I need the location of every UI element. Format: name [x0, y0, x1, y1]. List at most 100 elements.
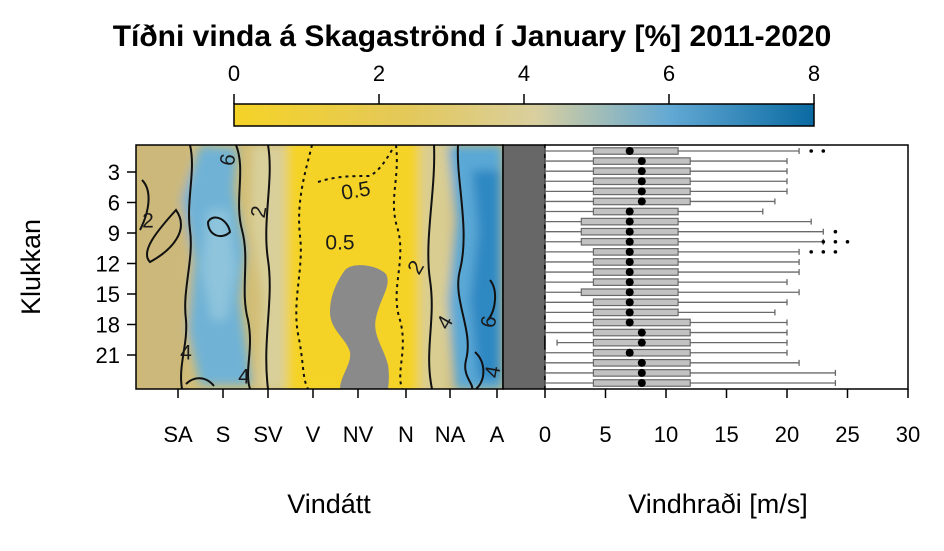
boxplot-row [544, 268, 800, 277]
box-iqr [592, 207, 679, 216]
median-point [625, 147, 634, 155]
median-point [637, 338, 646, 347]
outlier-point [833, 250, 838, 254]
heatmap-y-tick-label: 21 [96, 343, 120, 368]
median-point [637, 187, 646, 196]
median-point [625, 207, 634, 216]
heatmap-y-tick-label: 15 [96, 282, 120, 307]
median-point [637, 177, 646, 186]
boxplot-x-tick-label: 15 [714, 422, 738, 447]
outlier-point [833, 239, 838, 244]
outlier-point [809, 149, 813, 153]
colorbar: 0 2 4 6 8 [228, 61, 820, 127]
heatmap-y-ticks: 3 6 9 12 15 18 21 [96, 160, 136, 368]
boxplot-row [544, 288, 800, 297]
contour-label: 4 [180, 342, 192, 365]
median-point [637, 167, 646, 176]
heatmap-x-tick-label: NV [343, 422, 374, 447]
boxplot-row [544, 227, 838, 236]
median-point [625, 237, 634, 246]
boxplot-row [544, 348, 788, 357]
boxplot-row [544, 167, 788, 176]
median-point [637, 379, 646, 387]
outlier-point [845, 239, 850, 244]
median-point [625, 268, 634, 277]
boxplot-x-tick-label: 0 [539, 422, 551, 447]
median-point [637, 368, 646, 377]
boxplot-row [556, 338, 788, 347]
contour-label: 2 [247, 204, 272, 220]
median-point [625, 227, 634, 236]
median-point [625, 318, 634, 327]
heatmap-x-tick-label: V [306, 422, 321, 447]
box-iqr [592, 348, 691, 357]
median-point [625, 278, 634, 287]
boxplot-row [544, 278, 788, 287]
heatmap-y-tick-label: 18 [96, 313, 120, 338]
colorbar-tick-label: 6 [663, 61, 675, 86]
boxplot-row [544, 157, 788, 166]
boxplot-row [544, 368, 837, 377]
colorbar-tick-label: 8 [808, 61, 820, 86]
separator-column [502, 144, 546, 390]
median-point [637, 197, 646, 206]
outlier-point [821, 149, 826, 153]
heatmap-x-tick-label: A [490, 422, 505, 447]
boxplot-x-tick-label: 30 [896, 422, 920, 447]
colorbar-tick-label: 0 [228, 61, 240, 86]
boxplot-row [544, 197, 776, 206]
heatmap-y-tick-label: 9 [108, 221, 120, 246]
colorbar-tick-label: 4 [518, 61, 530, 86]
median-point [625, 308, 634, 317]
median-point [637, 157, 646, 166]
median-point [625, 217, 634, 226]
boxplot-row [544, 308, 776, 317]
boxplot-row [544, 379, 837, 387]
boxplot-row [544, 217, 812, 226]
boxplot-row [544, 177, 788, 186]
heatmap-x-tick-label: S [216, 422, 231, 447]
outlier-point [809, 250, 813, 254]
outlier-point [833, 229, 838, 234]
contour-label: 0.5 [339, 177, 372, 205]
boxplot-x-tick-label: 20 [775, 422, 799, 447]
box-iqr [592, 278, 679, 286]
median-point [625, 257, 634, 266]
median-point [625, 348, 634, 357]
box-iqr [592, 248, 679, 256]
contour-label: 6 [216, 152, 241, 168]
heatmap-y-tick-label: 6 [108, 191, 120, 216]
contour-label: 2 [142, 210, 154, 233]
median-point [625, 247, 634, 256]
heatmap-x-tick-label: NA [435, 422, 466, 447]
median-point [625, 288, 634, 297]
colorbar-ticks: 0 2 4 6 8 [228, 61, 820, 104]
outlier-point [821, 239, 826, 244]
boxplot-row [544, 147, 826, 155]
heatmap-y-label: Klukkan [16, 219, 46, 315]
heatmap-x-tick-label: SV [253, 422, 283, 447]
box-iqr [592, 268, 679, 276]
heatmap-y-tick-label: 3 [108, 160, 120, 185]
box-iqr [592, 298, 679, 307]
boxplot-x-tick-label: 10 [654, 422, 678, 447]
boxplot-x-tick-label: 5 [599, 422, 611, 447]
contour-label: 4 [238, 366, 250, 389]
boxplot-x-tick-label: 25 [835, 422, 859, 447]
boxplot-row [544, 257, 800, 266]
boxplot-row [544, 328, 788, 337]
boxplot-x-ticks: 0 5 10 15 20 25 30 [539, 389, 920, 447]
heatmap-x-tick-label: SA [163, 422, 193, 447]
boxplot-row [544, 207, 764, 216]
box-iqr [592, 308, 679, 317]
box-iqr [592, 258, 679, 266]
contour-label: 0.5 [325, 232, 354, 255]
contour-label: 6 [477, 314, 502, 330]
boxplot-x-label: Vindhraði [m/s] [628, 489, 808, 519]
heatmap-x-ticks: SA S SV V NV N NA A [163, 389, 505, 447]
boxplot-panel: 0 5 10 15 20 25 30 [539, 144, 920, 447]
colorbar-tick-label: 2 [373, 61, 385, 86]
boxplot-row [544, 318, 788, 327]
contour-label: 4 [481, 364, 506, 380]
